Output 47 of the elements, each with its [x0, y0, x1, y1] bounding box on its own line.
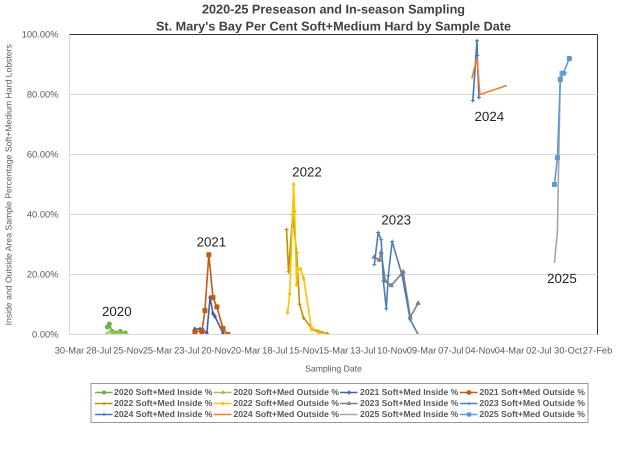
legend-label: 2023 Soft+Med Inside % [360, 398, 458, 408]
legend-label: 2022 Soft+Med Outside % [233, 398, 339, 408]
y-tick-label: 0.00% [32, 330, 59, 340]
chart-subtitle: St. Mary's Bay Per Cent Soft+Medium Hard by Sample Date [156, 20, 512, 34]
x-axis-title: Sampling Date [305, 364, 362, 374]
legend-label: 2021 Soft+Med Inside % [360, 387, 458, 397]
y-tick-label: 40.00% [26, 210, 59, 220]
annotation: 2024 [474, 108, 505, 124]
legend-label: 2023 Soft+Med Outside % [479, 398, 585, 408]
x-tick-label: 28-Jul [86, 346, 112, 356]
annotation: 2025 [547, 270, 577, 286]
y-tick-label: 20.00% [26, 270, 59, 280]
x-tick-label: 30-Mar [54, 346, 84, 356]
legend-label: 2025 Soft+Med Inside % [360, 409, 458, 419]
x-tick-label: 07-Jul [438, 346, 464, 356]
annotation: 2021 [196, 234, 226, 250]
legend-label: 2020 Soft+Med Inside % [114, 387, 212, 397]
legend-label: 2021 Soft+Med Outside % [479, 387, 585, 397]
annotation: 2022 [292, 164, 322, 180]
x-tick-label: 10-Nov [377, 346, 408, 356]
annotation: 2020 [102, 304, 132, 319]
annotation: 2023 [381, 212, 412, 228]
x-tick-label: 20-Nov [201, 346, 232, 356]
x-tick-label: 20-Mar [230, 346, 260, 356]
legend-label: 2024 Soft+Med Outside % [233, 409, 339, 419]
x-tick-label: 30-Oct [554, 346, 583, 356]
x-tick-label: 13-Jul [350, 346, 376, 356]
x-tick-label: 23-Jul [174, 346, 200, 356]
legend-label: 2024 Soft+Med Inside % [114, 409, 212, 419]
legend-label: 2022 Soft+Med Inside % [114, 398, 212, 408]
x-tick-label: 25-Nov [113, 346, 144, 356]
y-tick-label: 80.00% [26, 90, 59, 100]
x-tick-label: 04-Mar [494, 346, 524, 356]
y-tick-label: 60.00% [26, 150, 59, 160]
x-tick-label: 25-Mar [142, 346, 172, 356]
y-axis-title: Inside and Outside Area Sample Percentage Soft+Medium Hard Lobsters [4, 43, 14, 326]
legend-label: 2020 Soft+Med Outside % [233, 387, 339, 397]
x-tick-label: 27-Feb [582, 346, 612, 356]
y-tick-label: 100.00% [22, 30, 59, 40]
x-tick-label: 18-Jul [262, 346, 288, 356]
x-tick-label: 09-Mar [406, 346, 436, 356]
x-tick-label: 04-Nov [465, 346, 496, 356]
chart-title: 2020-25 Preseason and In-season Sampling [202, 2, 466, 16]
x-tick-label: 02-Jul [526, 346, 552, 356]
x-tick-label: 15-Nov [289, 346, 320, 356]
x-tick-label: 15-Mar [318, 346, 348, 356]
legend-label: 2025 Soft+Med Outside % [479, 409, 585, 419]
